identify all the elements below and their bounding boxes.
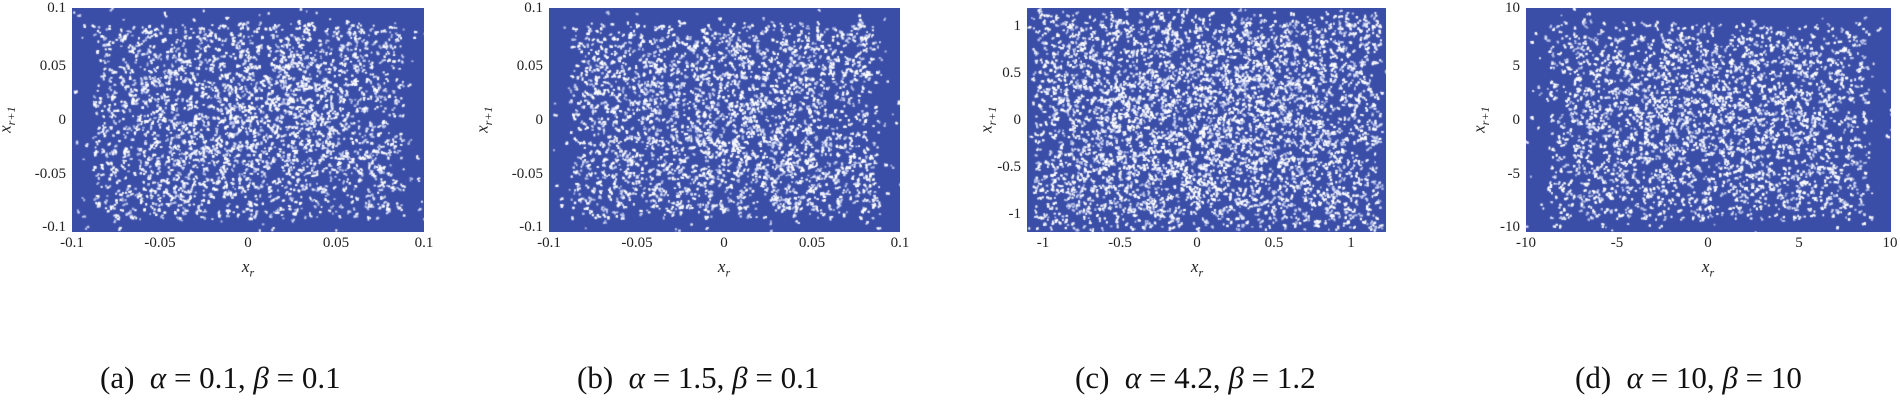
panel-caption: (c) α = 4.2, β = 1.2 [1075,360,1316,395]
x-tick: -1 [1036,235,1050,251]
x-axis-label: xr [1190,257,1204,280]
x-tick: 0.5 [1264,235,1284,251]
y-tick: -10 [1500,219,1520,235]
x-tick: 0 [1193,235,1201,251]
x-axis-label: xr [241,257,255,280]
scatter-plot-area [549,8,900,232]
scatter-plot-area [72,8,424,232]
x-tick: -0.1 [60,235,84,251]
x-tick: -0.5 [1108,235,1132,251]
x-tick: 1 [1347,235,1355,251]
panel-a: xr+1 0.1 0.05 0 -0.05 -0.1 -0.1 -0.05 0 … [0,0,470,400]
y-tick: 0 [58,112,67,128]
x-tick: 0.1 [890,235,910,251]
y-tick: 0.05 [39,58,66,74]
x-tick: 5 [1795,235,1803,251]
x-tick: 0 [1704,235,1712,251]
y-tick: 5 [1512,58,1521,74]
x-tick: -0.1 [537,235,561,251]
y-tick: -5 [1507,166,1521,182]
x-axis-label: xr [717,257,731,280]
y-tick: 1 [1013,18,1022,34]
y-tick: 0.1 [524,0,543,16]
x-axis-label: xr [1701,257,1715,280]
y-tick: 0 [1013,112,1022,128]
y-tick: 0 [1512,112,1521,128]
y-tick: -0.5 [997,159,1021,175]
scatter-points [1027,8,1386,232]
scatter-points [1526,8,1891,232]
panel-caption: (d) α = 10, β = 10 [1575,360,1802,395]
panel-c: xr+1 1 0.5 0 -0.5 -1 -1 -0.5 0 0.5 1 xr … [955,0,1425,400]
y-tick: 0 [535,112,544,128]
y-tick: 0.5 [1002,65,1021,81]
panel-d: xr+1 10 5 0 -5 -10 -10 -5 0 5 10 xr (d) … [1430,0,1900,400]
x-tick: 0.05 [322,235,350,251]
y-tick: 0.05 [516,58,543,74]
x-tick: 0 [720,235,728,251]
x-tick: 0 [244,235,252,251]
x-tick: -0.05 [144,235,176,251]
x-tick: 10 [1882,235,1898,251]
x-tick: -10 [1516,235,1536,251]
panel-caption: (a) α = 0.1, β = 0.1 [100,360,341,395]
y-tick: -0.05 [34,166,66,182]
x-tick: 0.05 [798,235,826,251]
scatter-plot-area [1027,8,1386,232]
panel-b: xr+1 0.1 0.05 0 -0.05 -0.1 -0.1 -0.05 0 … [472,0,947,400]
scatter-points [72,8,424,232]
scatter-plot-area [1526,8,1891,232]
x-tick: -5 [1610,235,1624,251]
x-tick: 0.1 [414,235,434,251]
panel-caption: (b) α = 1.5, β = 0.1 [577,360,820,395]
y-tick: -0.05 [511,166,543,182]
x-tick: -0.05 [621,235,653,251]
y-tick: -1 [1008,206,1022,222]
y-tick: 0.1 [47,0,66,16]
scatter-points [549,8,900,232]
y-tick: 10 [1505,0,1520,16]
y-tick: -0.1 [42,219,66,235]
y-tick: -0.1 [519,219,543,235]
